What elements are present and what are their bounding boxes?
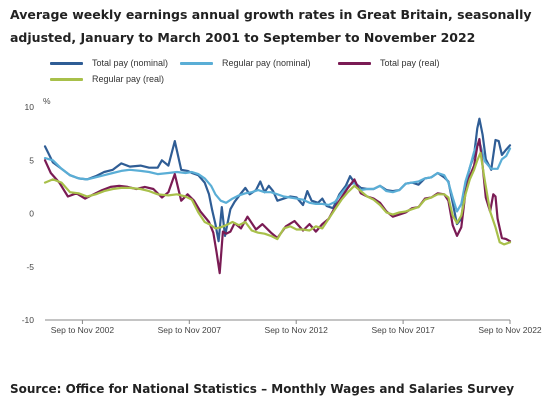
series-line-2 (43, 143, 512, 213)
legend-swatch (50, 77, 83, 81)
y-tick-label: -5 (26, 262, 34, 272)
legend-label: Regular pay (real) (92, 74, 165, 84)
legend-item-regular-nominal: Regular pay (nominal) (180, 58, 311, 68)
legend-item-total-nominal: Total pay (nominal) (50, 58, 168, 68)
y-tick-label: 0 (29, 209, 34, 219)
legend-item-total-real: Total pay (real) (338, 58, 440, 68)
y-tick-label: -10 (22, 315, 35, 325)
x-tick-label: Sep to Nov 2012 (265, 325, 329, 335)
y-axis-label: % (43, 96, 51, 106)
x-tick-label: Sep to Nov 2022 (478, 325, 542, 335)
chart-title: Average weekly earnings annual growth ra… (10, 7, 532, 45)
legend-label: Regular pay (nominal) (222, 58, 311, 68)
x-tick-label: Sep to Nov 2017 (371, 325, 435, 335)
series-line-4 (43, 151, 512, 246)
series-line-3 (43, 137, 512, 275)
legend-swatch (180, 61, 213, 65)
y-tick-label: 10 (25, 102, 35, 112)
legend-swatch (338, 61, 371, 65)
legend-label: Total pay (nominal) (92, 58, 169, 68)
source-note: Source: Office for National Statistics –… (10, 382, 515, 396)
legend-swatch (50, 61, 83, 65)
x-tick-label: Sep to Nov 2002 (51, 325, 115, 335)
series-line-1 (43, 117, 512, 243)
legend-label: Total pay (real) (380, 58, 440, 68)
y-tick-label: 5 (29, 155, 34, 165)
legend-item-regular-real: Regular pay (real) (50, 74, 164, 84)
x-tick-label: Sep to Nov 2007 (158, 325, 222, 335)
